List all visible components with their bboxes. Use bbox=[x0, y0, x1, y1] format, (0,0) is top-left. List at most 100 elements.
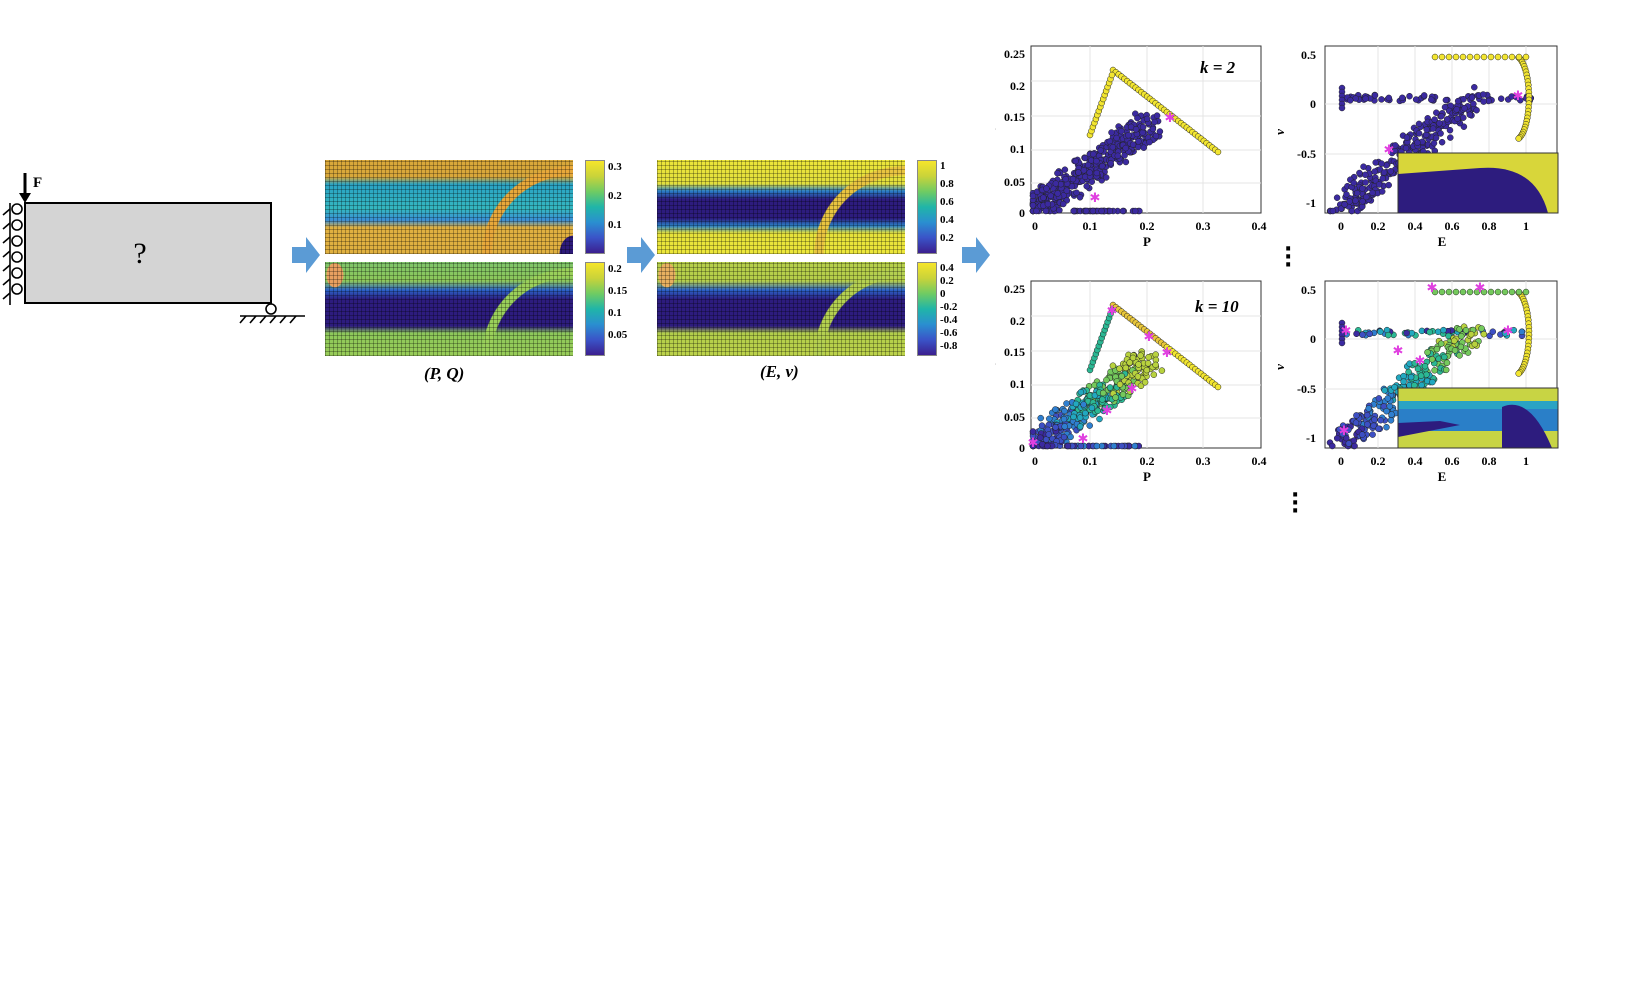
data-point bbox=[1443, 359, 1451, 367]
data-point bbox=[1068, 183, 1076, 190]
data-point bbox=[1375, 181, 1383, 188]
data-point bbox=[1046, 415, 1053, 423]
data-point bbox=[1122, 364, 1130, 372]
data-point bbox=[1072, 157, 1079, 165]
data-point bbox=[1338, 104, 1346, 112]
ytick-label: 0.05 bbox=[1004, 410, 1025, 424]
data-point bbox=[1501, 288, 1509, 296]
colorbar-tick: 0.05 bbox=[608, 329, 628, 341]
data-point bbox=[1080, 401, 1087, 408]
y-axis-label: Q bbox=[995, 362, 996, 372]
data-point bbox=[1400, 372, 1407, 380]
xtick-label: 0 bbox=[1338, 219, 1344, 233]
data-point bbox=[1137, 352, 1144, 359]
data-point bbox=[1403, 134, 1411, 141]
data-point bbox=[1090, 150, 1097, 158]
data-point bbox=[1494, 288, 1502, 296]
data-point bbox=[1453, 106, 1460, 113]
colorbar-tick: 0.1 bbox=[608, 219, 622, 231]
data-point bbox=[1452, 53, 1460, 61]
ev-scatter-k2: ✱✱ 0.5 0 -0.5 -1 0 0.2 0.4 0.6 0.8 1 E ν bbox=[1272, 45, 1559, 249]
data-point bbox=[1063, 187, 1071, 194]
data-point bbox=[1121, 152, 1128, 159]
colorbar-tick: 0.6 bbox=[940, 196, 954, 208]
data-point bbox=[1067, 433, 1074, 441]
data-point bbox=[1099, 396, 1106, 403]
data-point bbox=[1515, 370, 1522, 377]
data-point bbox=[1441, 353, 1448, 361]
data-point bbox=[1350, 179, 1358, 187]
data-point bbox=[1110, 442, 1118, 450]
xticks: 0 0.2 0.4 0.6 0.8 1 bbox=[1338, 454, 1529, 468]
data-point bbox=[1045, 431, 1053, 438]
data-point bbox=[1042, 436, 1050, 443]
data-point bbox=[1029, 202, 1037, 209]
data-point bbox=[1073, 189, 1080, 197]
data-point bbox=[1112, 394, 1119, 401]
data-point bbox=[1380, 169, 1388, 176]
e-field-map bbox=[657, 160, 905, 254]
data-point bbox=[1352, 419, 1360, 426]
data-point bbox=[1432, 134, 1440, 142]
xtick-label: 0.4 bbox=[1408, 454, 1423, 468]
data-point bbox=[1106, 138, 1114, 145]
data-point bbox=[1351, 442, 1358, 450]
data-point bbox=[1405, 368, 1412, 376]
ytick-label: 0.1 bbox=[1010, 142, 1025, 156]
data-point bbox=[1429, 125, 1437, 132]
data-point bbox=[1466, 53, 1474, 61]
data-point bbox=[1131, 207, 1139, 215]
data-point bbox=[1480, 98, 1487, 105]
data-point bbox=[1135, 138, 1142, 145]
data-point bbox=[1379, 175, 1387, 182]
xticks: 0 0.2 0.4 0.6 0.8 1 bbox=[1338, 219, 1529, 233]
data-point bbox=[1459, 53, 1467, 61]
data-point bbox=[1109, 362, 1117, 369]
data-point bbox=[1060, 200, 1067, 208]
data-point bbox=[1097, 147, 1104, 154]
data-point bbox=[1501, 330, 1509, 337]
data-point bbox=[1096, 415, 1103, 423]
data-point bbox=[1415, 130, 1423, 137]
data-point bbox=[1473, 288, 1481, 296]
data-point bbox=[1076, 194, 1084, 201]
colorbar-tick: 0.2 bbox=[608, 263, 622, 275]
cluster-center-icon: ✱ bbox=[1415, 353, 1426, 368]
data-point bbox=[1152, 361, 1159, 369]
data-point bbox=[1348, 207, 1356, 215]
inset-design-map bbox=[1397, 152, 1559, 214]
data-point bbox=[1407, 373, 1415, 381]
data-point bbox=[1446, 126, 1454, 134]
data-point bbox=[1433, 345, 1441, 353]
data-point bbox=[1457, 343, 1465, 351]
data-point bbox=[1375, 395, 1383, 402]
data-point bbox=[1378, 96, 1385, 103]
data-point bbox=[1411, 360, 1419, 367]
data-point bbox=[1406, 92, 1413, 100]
points: ✱ ✱ ✱ ✱ ✱ ✱ ✱ bbox=[1326, 280, 1533, 450]
xtick-label: 0.4 bbox=[1408, 219, 1423, 233]
cluster-center-icon: ✱ bbox=[1162, 345, 1173, 360]
data-point bbox=[1372, 159, 1379, 166]
data-point bbox=[1363, 411, 1371, 419]
colorbar-tick: 0.15 bbox=[608, 285, 628, 297]
xtick-label: 0.6 bbox=[1445, 454, 1460, 468]
data-point bbox=[1052, 180, 1060, 187]
data-point bbox=[1094, 407, 1102, 415]
data-point bbox=[1037, 434, 1044, 441]
data-point bbox=[1522, 288, 1530, 296]
data-point bbox=[1083, 182, 1090, 190]
data-point bbox=[1497, 95, 1505, 102]
data-point bbox=[1086, 422, 1093, 429]
data-point bbox=[1343, 434, 1350, 442]
colorbar-tick: 0.3 bbox=[608, 161, 622, 173]
xtick-label: 0.4 bbox=[1252, 454, 1267, 468]
data-point bbox=[1378, 188, 1386, 195]
data-point bbox=[1356, 169, 1363, 177]
data-point bbox=[1122, 158, 1130, 166]
data-point bbox=[1144, 360, 1152, 367]
data-point bbox=[1099, 389, 1107, 397]
data-point bbox=[1431, 288, 1439, 296]
cluster-center-icon: ✱ bbox=[1165, 110, 1176, 125]
xtick-label: 0 bbox=[1032, 454, 1038, 468]
